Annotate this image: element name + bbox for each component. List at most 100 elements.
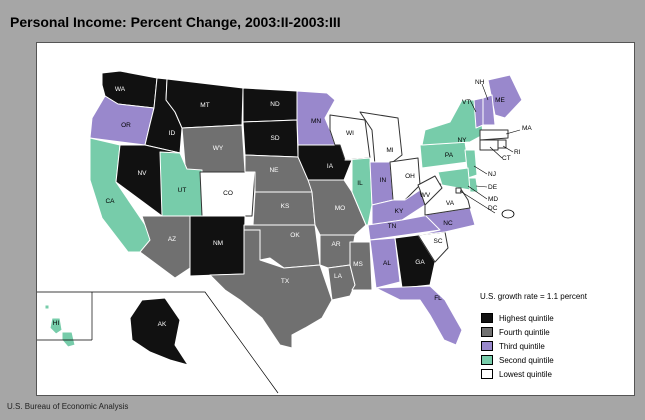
state-label-nc: NC bbox=[443, 220, 453, 227]
state-label-oh: OH bbox=[405, 173, 415, 180]
state-label-wi: WI bbox=[346, 130, 354, 137]
state-label-ga: GA bbox=[415, 259, 425, 266]
legend-item-fourth: Fourth quintile bbox=[481, 325, 554, 339]
legend-item-third: Third quintile bbox=[481, 339, 554, 353]
state-label-vt: VT bbox=[462, 99, 470, 106]
leader-line-md bbox=[467, 185, 488, 200]
state-label-hi: HI bbox=[53, 320, 60, 327]
map-title: Personal Income: Percent Change, 2003:II… bbox=[10, 14, 341, 30]
dc-marker bbox=[501, 209, 515, 219]
state-label-ca: CA bbox=[105, 198, 115, 205]
legend-label: Second quintile bbox=[499, 355, 554, 365]
legend-label: Lowest quintile bbox=[499, 369, 552, 379]
state-dc bbox=[455, 187, 462, 194]
leader-line-nh bbox=[481, 83, 489, 101]
legend-swatch-lowest bbox=[481, 369, 493, 379]
state-ct bbox=[479, 139, 499, 151]
legend-label: Highest quintile bbox=[499, 313, 554, 323]
state-label-md: MD bbox=[488, 196, 498, 203]
state-az bbox=[139, 215, 191, 279]
state-label-nd: ND bbox=[270, 101, 280, 108]
state-ma bbox=[479, 129, 509, 141]
leader-line-ri bbox=[502, 145, 514, 153]
state-label-pa: PA bbox=[445, 152, 454, 159]
state-label-nm: NM bbox=[213, 240, 223, 247]
state-label-id: ID bbox=[169, 130, 176, 137]
state-label-sc: SC bbox=[433, 238, 442, 245]
state-nh bbox=[482, 94, 496, 126]
state-label-ut: UT bbox=[178, 187, 187, 194]
state-label-mo: MO bbox=[335, 205, 345, 212]
state-label-or: OR bbox=[121, 122, 131, 129]
legend-swatch-third bbox=[481, 341, 493, 351]
leader-line-de bbox=[475, 185, 488, 188]
state-label-in: IN bbox=[380, 177, 387, 184]
leader-line-dc bbox=[459, 190, 496, 214]
state-label-ny: NY bbox=[457, 137, 467, 144]
state-label-de: DE bbox=[488, 184, 498, 191]
leader-line-ma bbox=[505, 129, 521, 135]
state-label-mt: MT bbox=[200, 102, 209, 109]
state-vt bbox=[473, 97, 484, 129]
source-credit: U.S. Bureau of Economic Analysis bbox=[7, 402, 129, 411]
state-label-ky: KY bbox=[395, 208, 404, 215]
state-wv bbox=[417, 175, 443, 206]
state-label-ne: NE bbox=[269, 167, 279, 174]
inset-divider bbox=[37, 291, 279, 394]
state-label-me: ME bbox=[495, 97, 505, 104]
leader-line-ct bbox=[489, 146, 503, 159]
state-oh bbox=[389, 157, 421, 201]
legend: Highest quintile Fourth quintile Third qui… bbox=[481, 311, 554, 381]
state-label-wy: WY bbox=[213, 145, 224, 152]
legend-swatch-highest bbox=[481, 313, 493, 323]
state-label-nv: NV bbox=[137, 170, 147, 177]
state-label-ms: MS bbox=[353, 261, 363, 268]
state-label-sd: SD bbox=[270, 135, 279, 142]
state-label-az: AZ bbox=[168, 236, 176, 243]
state-label-tx: TX bbox=[281, 278, 290, 285]
state-co bbox=[199, 171, 256, 217]
legend-item-highest: Highest quintile bbox=[481, 311, 554, 325]
state-wi bbox=[329, 114, 371, 161]
legend-item-second: Second quintile bbox=[481, 353, 554, 367]
state-hi bbox=[44, 304, 76, 348]
state-label-wa: WA bbox=[115, 86, 126, 93]
state-label-ri: RI bbox=[514, 149, 521, 156]
state-label-nj: NJ bbox=[488, 171, 496, 178]
state-label-co: CO bbox=[223, 190, 233, 197]
state-label-la: LA bbox=[334, 273, 343, 280]
state-label-wv: WV bbox=[420, 192, 431, 199]
state-label-ia: IA bbox=[327, 163, 334, 170]
legend-item-lowest: Lowest quintile bbox=[481, 367, 554, 381]
state-ak bbox=[129, 297, 189, 366]
state-label-va: VA bbox=[446, 200, 455, 207]
leader-line-vt bbox=[469, 99, 477, 113]
state-ga bbox=[394, 234, 436, 289]
state-al bbox=[369, 237, 401, 289]
state-fl bbox=[375, 285, 463, 346]
state-label-ma: MA bbox=[522, 125, 532, 132]
state-label-mn: MN bbox=[311, 118, 321, 125]
legend-label: Fourth quintile bbox=[499, 327, 550, 337]
state-label-fl: FL bbox=[434, 295, 442, 302]
state-label-dc: DC bbox=[488, 205, 498, 212]
state-label-al: AL bbox=[383, 260, 391, 267]
state-label-mi: MI bbox=[386, 147, 393, 154]
state-tx bbox=[209, 229, 333, 349]
legend-swatch-second bbox=[481, 355, 493, 365]
state-label-ak: AK bbox=[158, 321, 167, 328]
leader-line-nj bbox=[473, 165, 488, 175]
state-label-ct: CT bbox=[502, 155, 511, 162]
us-growth-rate-note: U.S. growth rate = 1.1 percent bbox=[480, 292, 587, 301]
legend-label: Third quintile bbox=[499, 341, 545, 351]
state-label-ok: OK bbox=[290, 232, 300, 239]
state-label-il: IL bbox=[357, 180, 363, 187]
state-label-nh: NH bbox=[475, 79, 485, 86]
state-label-tn: TN bbox=[388, 223, 397, 230]
state-ny bbox=[421, 99, 484, 146]
legend-swatch-fourth bbox=[481, 327, 493, 337]
state-label-ar: AR bbox=[331, 241, 340, 248]
state-md bbox=[437, 167, 471, 191]
state-label-ks: KS bbox=[281, 203, 290, 210]
